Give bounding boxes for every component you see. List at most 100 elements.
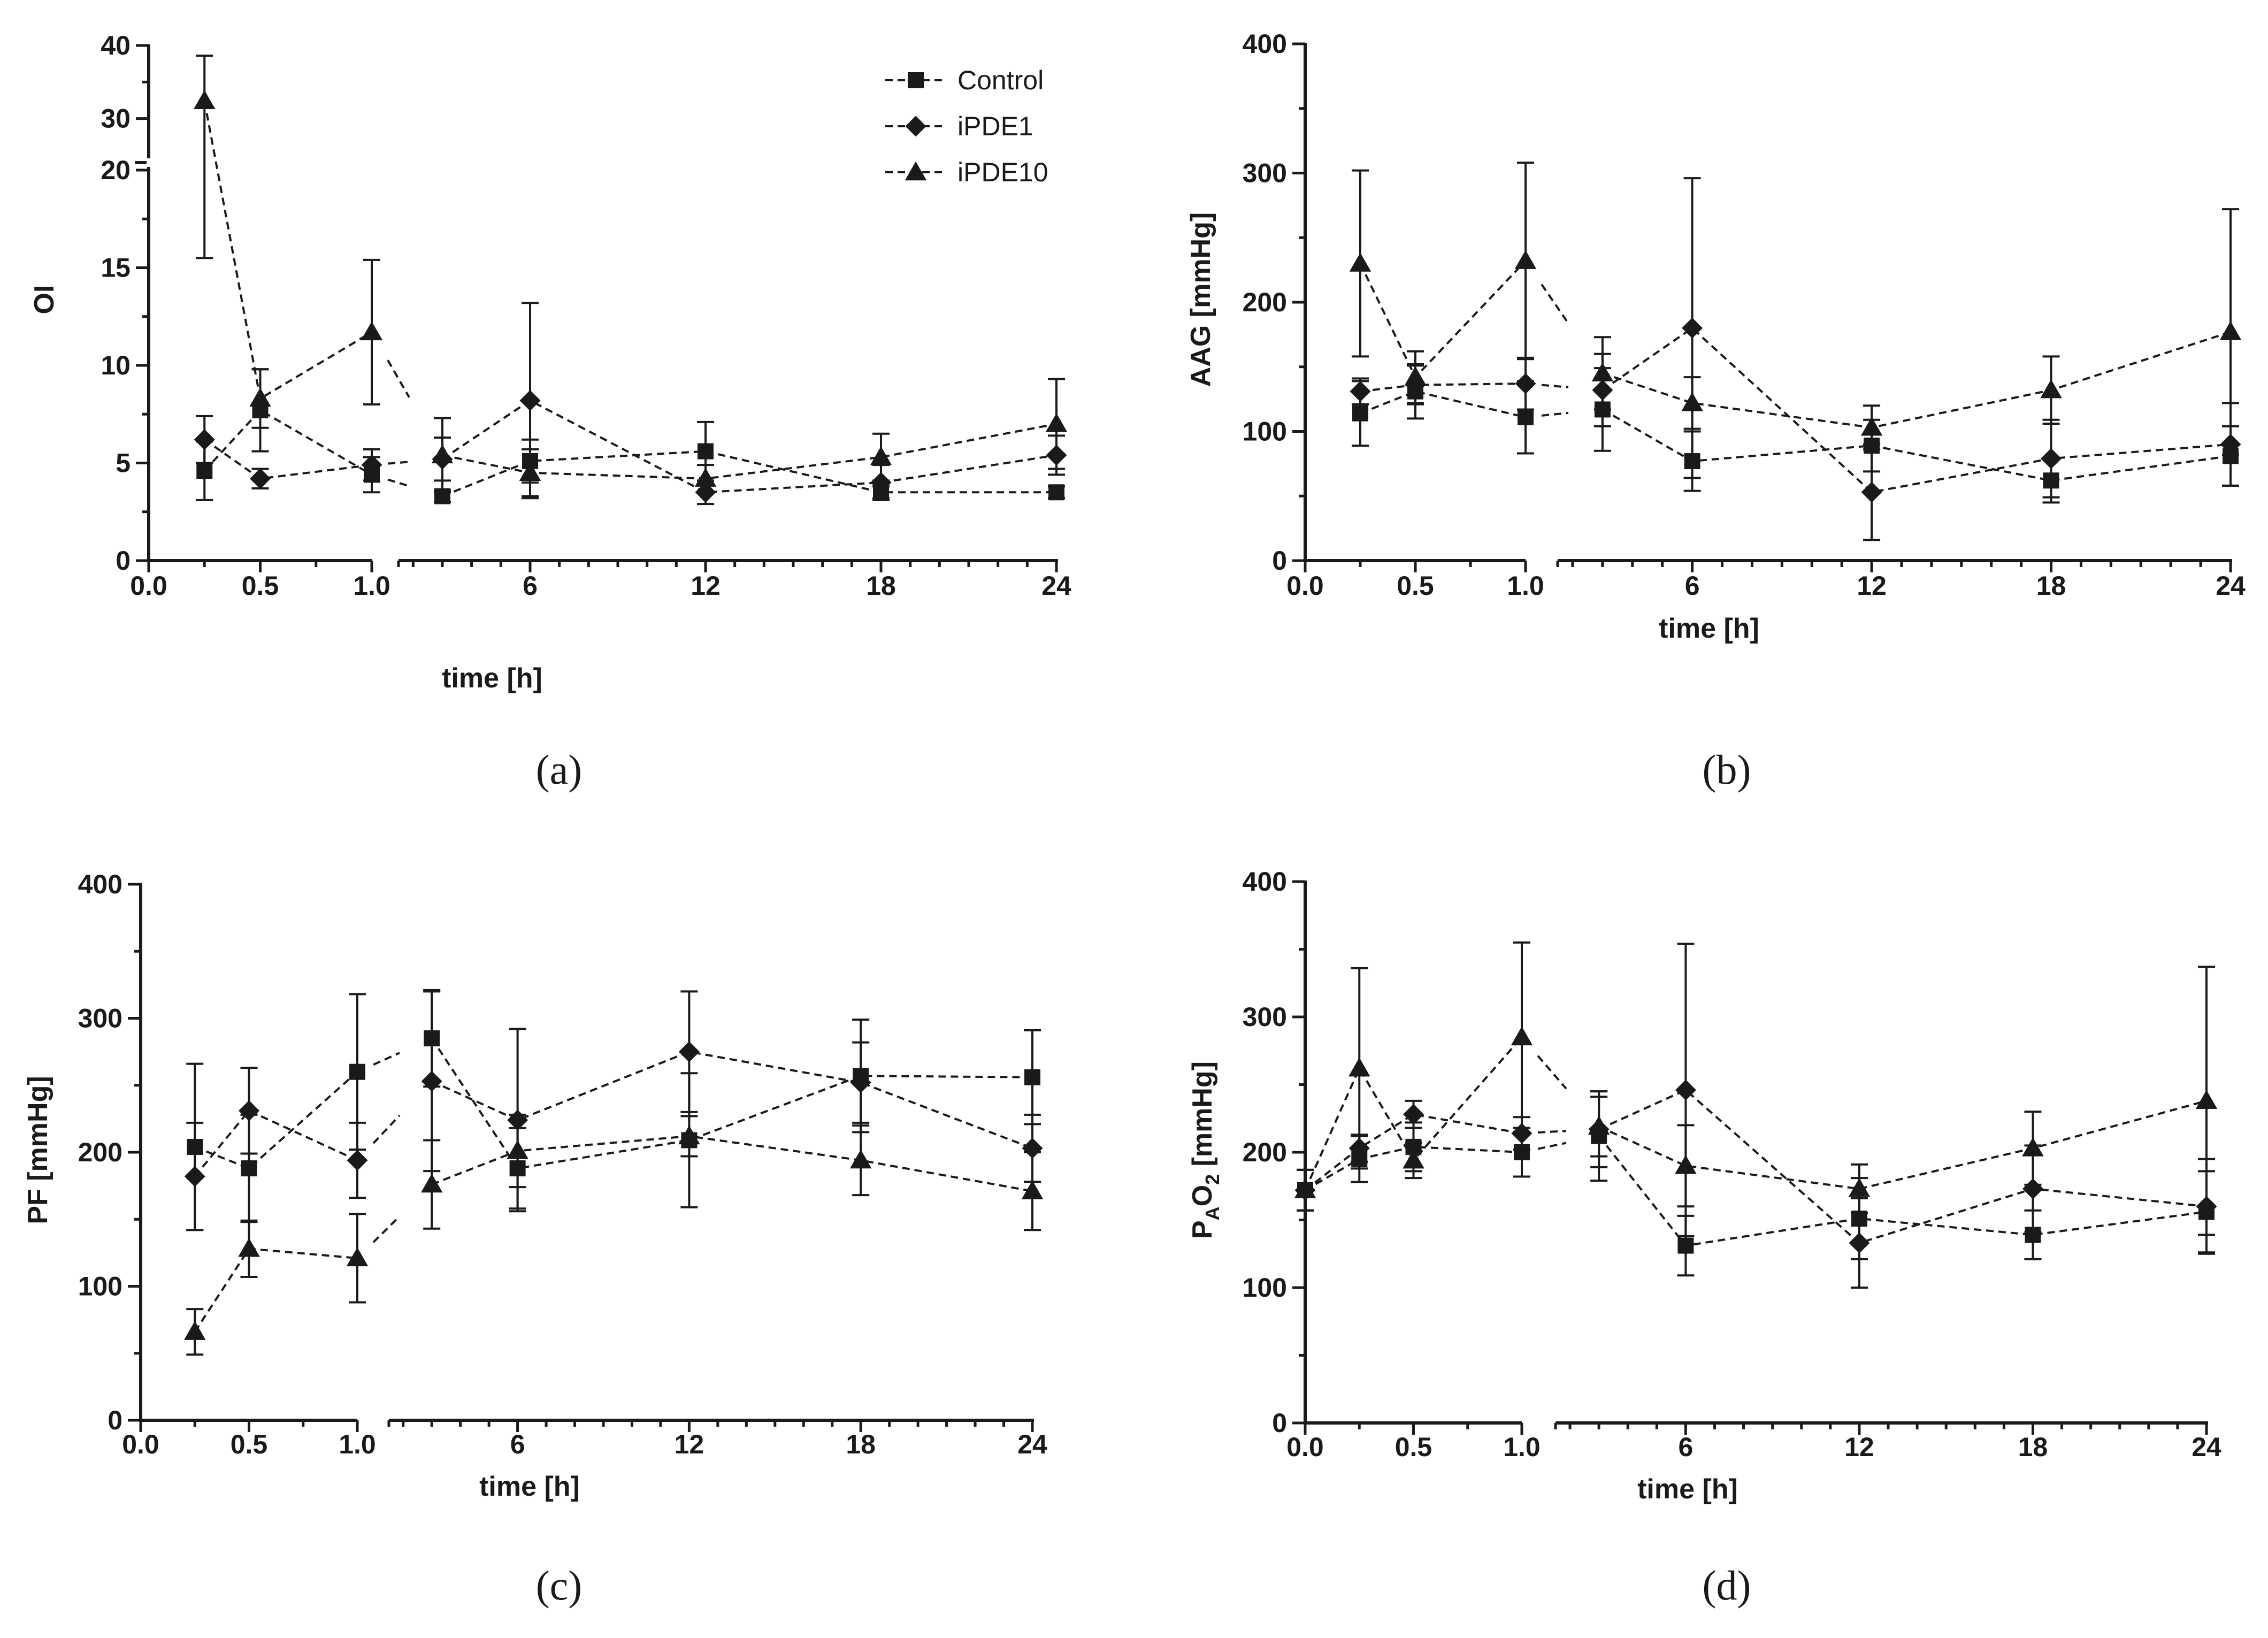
series-line	[194, 1247, 358, 1333]
data-point	[1515, 373, 1536, 394]
data-point	[1348, 1057, 1370, 1077]
panel-d: 0 100 200 300 400 0.0 0.5 1.0 6 12 18 24 time [h] PAO…	[1187, 867, 2221, 1609]
x-tick-label: 1.0	[1503, 1432, 1541, 1462]
data-point	[1861, 481, 1882, 503]
data-point	[678, 1125, 700, 1145]
x-tick-label: 1.0	[339, 1429, 376, 1459]
y-tick-label: 400	[1243, 867, 1287, 897]
legend-marker	[905, 116, 926, 137]
series-iPDE10	[1294, 941, 2218, 1236]
data-point	[1860, 417, 1883, 436]
x-tick-label: 24	[1041, 571, 1071, 601]
series-break-connector	[1537, 1055, 1567, 1090]
series-break-connector	[387, 461, 410, 465]
series-line	[431, 1051, 1033, 1150]
data-point	[1675, 1155, 1697, 1174]
data-point	[1682, 317, 1703, 339]
data-point	[1681, 392, 1703, 411]
data-point	[184, 1166, 205, 1187]
data-point	[346, 1247, 369, 1267]
data-point	[519, 390, 541, 411]
series-iPDE1	[1350, 177, 2241, 541]
x-tick-label: 6	[510, 1429, 525, 1459]
x-tick-label: 18	[2018, 1432, 2048, 1462]
data-point	[2041, 448, 2062, 469]
data-point	[194, 90, 216, 110]
x-tick-label: 6	[1685, 571, 1700, 601]
legend-marker	[905, 161, 927, 181]
series-line	[194, 1109, 358, 1177]
legend-item: iPDE1	[885, 111, 1033, 141]
data-point	[1294, 1179, 1316, 1199]
data-point	[1514, 250, 1537, 269]
series-iPDE1	[184, 990, 1043, 1231]
x-tick-label: 24	[1017, 1429, 1047, 1459]
y-tick-label: 15	[101, 253, 131, 283]
series-break-connector	[1541, 384, 1569, 388]
series-break-connector	[387, 478, 410, 487]
data-point	[250, 468, 271, 489]
data-point	[850, 1072, 871, 1093]
series-iPDE10	[184, 1113, 1044, 1356]
y-tick-label: 10	[101, 350, 131, 380]
series-line	[203, 409, 373, 476]
y-tick-label: 0	[1272, 546, 1287, 576]
y-tick-label: 5	[116, 448, 131, 478]
series-Control	[196, 368, 1065, 504]
y-tick-label: 100	[1243, 1273, 1287, 1303]
series-break-connector	[373, 1052, 400, 1066]
x-tick-label: 1.0	[353, 571, 390, 601]
series-line	[431, 1037, 1033, 1170]
data-point	[870, 472, 892, 493]
series-line	[442, 450, 1056, 497]
x-tick-label: 6	[1678, 1432, 1693, 1462]
series-line	[1602, 408, 2231, 482]
x-tick-label: 18	[2036, 571, 2066, 601]
series-line	[1602, 326, 2231, 494]
data-point	[2219, 321, 2242, 340]
data-point	[678, 1041, 700, 1062]
y-axis-label-part: P	[1187, 1220, 1218, 1239]
data-point	[196, 463, 213, 479]
series-line	[1598, 1099, 2207, 1190]
x-tick-label: 24	[2216, 571, 2246, 601]
x-tick-label: 12	[1844, 1432, 1874, 1462]
data-point	[1022, 1137, 1043, 1159]
data-point	[2022, 1178, 2043, 1199]
panel-a: 0 5 10 15 20 30 40 0.0 0.5 1.0 6 12 18 24 time [h] OI (a…	[29, 30, 1071, 793]
data-point	[420, 1173, 443, 1193]
data-point	[1848, 1178, 1871, 1197]
series-line	[1304, 1113, 1522, 1191]
x-tick-label: 0.0	[122, 1429, 159, 1459]
y-axis-label-subscript: 2	[1201, 1174, 1223, 1185]
y-axis-label-part: O	[1187, 1185, 1218, 1206]
series-break-connector	[372, 1114, 401, 1144]
data-point	[870, 446, 892, 465]
series-iPDE10	[1349, 162, 2242, 456]
x-tick-label: 12	[675, 1429, 704, 1459]
axes-d: 0 100 200 300 400 0.0 0.5 1.0 6 12 18 24	[1243, 867, 2221, 1462]
data-point	[1677, 1237, 1694, 1254]
data-point	[1591, 362, 1614, 382]
x-tick-label: 12	[691, 571, 721, 601]
data-point	[1349, 252, 1371, 272]
y-axis-label: AAG [mmHg]	[1185, 212, 1216, 387]
x-tick-label: 18	[866, 571, 896, 601]
data-point	[1352, 405, 1368, 422]
x-tick-label: 0.5	[1397, 571, 1434, 601]
data-point	[431, 444, 454, 464]
data-point	[249, 387, 271, 407]
data-point	[241, 1160, 257, 1177]
data-point	[347, 1150, 368, 1171]
legend-item: iPDE10	[885, 157, 1048, 187]
axes-b: 0 100 200 300 400 0.0 0.5 1.0 6 12 18 24	[1243, 29, 2246, 601]
series-break-connector	[387, 359, 410, 398]
x-axis-label: time [h]	[1659, 613, 1759, 644]
series-line	[1359, 260, 1527, 379]
y-axis-label-subscript: A	[1201, 1206, 1223, 1220]
series-break-connector	[1541, 284, 1569, 324]
panel-caption: (c)	[536, 1562, 583, 1609]
data-point	[1404, 366, 1427, 386]
data-point	[519, 462, 541, 481]
